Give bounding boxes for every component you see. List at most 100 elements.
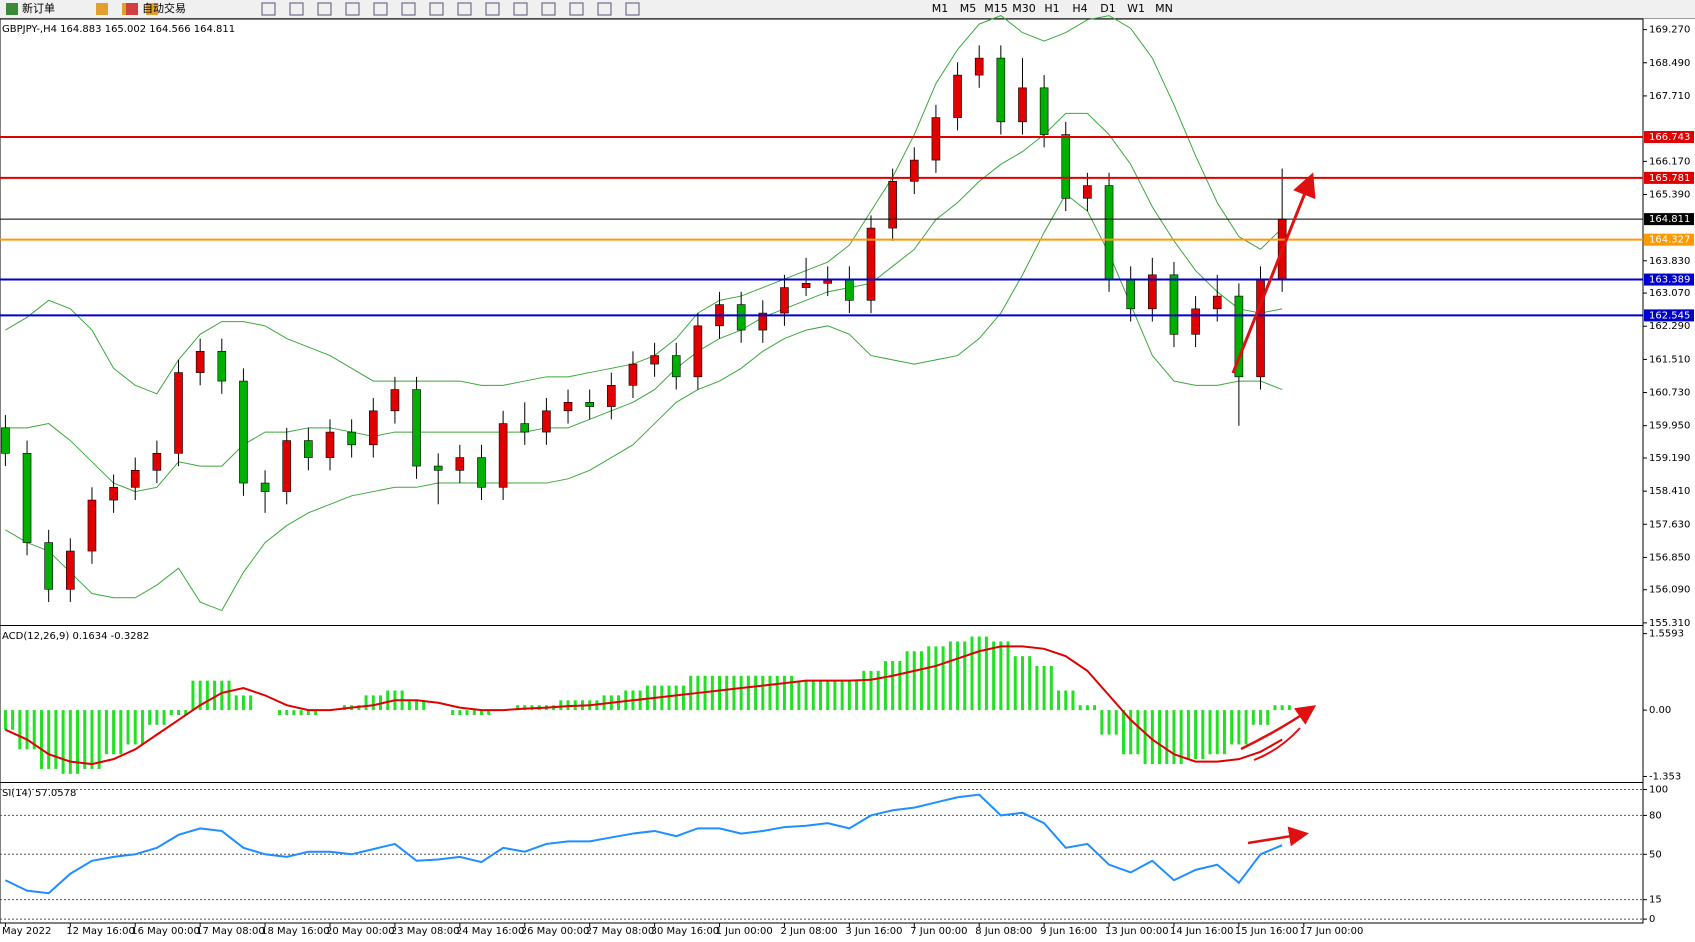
timeframe-button[interactable]: H1 (1044, 2, 1059, 15)
macd-bar (299, 710, 303, 716)
macd-bar (754, 675, 758, 711)
toolbar-icon[interactable] (345, 2, 360, 16)
macd-bar (725, 675, 729, 711)
macd-bar (775, 675, 779, 711)
toolbar-icon[interactable] (146, 3, 158, 15)
macd-bar (984, 636, 988, 711)
macd-bar (458, 710, 462, 716)
toolbar-button[interactable]: 自动交易 (142, 1, 186, 15)
macd-bar (1071, 690, 1075, 711)
macd-bar (90, 710, 94, 769)
macd-bar (948, 641, 952, 711)
signal-line (4, 645, 1283, 766)
macd-bar (1186, 710, 1190, 760)
macd-bar (919, 651, 923, 711)
macd-bar (718, 675, 722, 711)
toolbar-icon[interactable] (541, 2, 556, 16)
annotation-arrow (1247, 826, 1309, 847)
toolbar-icon[interactable] (289, 2, 304, 16)
macd-bar (804, 680, 808, 711)
price-level-label: 166.743 (1649, 132, 1690, 143)
macd-bar (1064, 690, 1068, 711)
candle-body (1212, 295, 1222, 310)
candle-body (671, 355, 681, 378)
macd-bar (992, 641, 996, 711)
toolbar-icon[interactable] (6, 3, 18, 15)
candle-body (607, 385, 616, 407)
macd-bar (999, 641, 1003, 711)
candle-body (498, 423, 508, 488)
y-tick-label: 159.950 (1649, 421, 1690, 432)
pane-title: SI(14) 57.0578 (2, 788, 76, 799)
x-tick-label: 17 May 08:00 (196, 926, 265, 937)
candle-body (931, 117, 941, 161)
candle-body (888, 181, 897, 229)
macd-bar (1215, 710, 1219, 755)
toolbar-icon[interactable] (261, 2, 276, 16)
macd-bar (148, 710, 152, 725)
toolbar-icon[interactable] (96, 3, 108, 15)
y-tick-label: 165.390 (1649, 190, 1690, 201)
macd-bar (1244, 710, 1248, 745)
macd-bar (119, 710, 123, 755)
macd-bar (1194, 710, 1198, 760)
y-tick-label: 159.190 (1649, 453, 1690, 464)
candle-body (1148, 274, 1157, 310)
macd-bar (1150, 710, 1154, 765)
toolbar-icon[interactable] (569, 2, 584, 16)
candle-body (260, 482, 270, 492)
toolbar-icon[interactable] (317, 2, 332, 16)
macd-bar (826, 680, 830, 711)
y-tick-label: -1.353 (1649, 771, 1681, 782)
macd-bar (1129, 710, 1133, 755)
y-tick-label: 155.310 (1649, 618, 1690, 629)
toolbar-icon[interactable] (373, 2, 388, 16)
price-level-label: 162.545 (1649, 310, 1690, 321)
timeframe-button[interactable]: M5 (960, 2, 977, 15)
macd-bar (479, 710, 483, 716)
candle-body (152, 453, 162, 471)
macd-bar (1172, 710, 1176, 765)
timeframe-button[interactable]: M15 (984, 2, 1008, 15)
candle-body (780, 287, 789, 314)
y-tick-label: 166.170 (1649, 156, 1690, 167)
macd-bar (3, 710, 7, 730)
pane-title: ACD(12,26,9) 0.1634 -0.3282 (2, 631, 149, 642)
toolbar-icon[interactable] (625, 2, 640, 16)
candle-body (239, 380, 248, 484)
toolbar-icon[interactable] (597, 2, 612, 16)
toolbar-button[interactable]: 新订单 (22, 1, 55, 15)
timeframe-button[interactable]: M30 (1012, 2, 1036, 15)
toolbar-icon[interactable] (126, 3, 138, 15)
macd-bar (912, 651, 916, 711)
candle-body (1126, 278, 1135, 310)
bollinger-band (5, 112, 1283, 493)
toolbar-icon[interactable] (401, 2, 416, 16)
candle-body (628, 363, 638, 386)
macd-bar (1237, 710, 1241, 745)
toolbar-icon[interactable] (513, 2, 528, 16)
timeframe-button[interactable]: W1 (1127, 2, 1145, 15)
annotation-arrow (1240, 705, 1317, 751)
macd-bar (191, 680, 195, 711)
macd-bar (227, 680, 231, 711)
y-tick-label: 50 (1649, 849, 1662, 860)
macd-bar (32, 710, 36, 750)
timeframe-button[interactable]: H4 (1072, 2, 1087, 15)
y-tick-label: 156.090 (1649, 585, 1690, 596)
macd-bar (213, 680, 217, 711)
timeframe-button[interactable]: M1 (932, 2, 949, 15)
toolbar-icon[interactable] (485, 2, 500, 16)
plot-frame (0, 18, 1644, 924)
timeframe-button[interactable]: MN (1155, 2, 1173, 15)
x-tick-label: 14 Jun 16:00 (1170, 926, 1234, 937)
toolbar-icon[interactable] (429, 2, 444, 16)
x-tick-label: 26 May 00:00 (521, 926, 590, 937)
macd-bar (797, 680, 801, 711)
timeframe-button[interactable]: D1 (1100, 2, 1115, 15)
toolbar-icon[interactable] (457, 2, 472, 16)
candle-body (109, 487, 118, 501)
candle-body (455, 457, 465, 471)
macd-bar (278, 710, 282, 716)
macd-bar (68, 710, 72, 774)
